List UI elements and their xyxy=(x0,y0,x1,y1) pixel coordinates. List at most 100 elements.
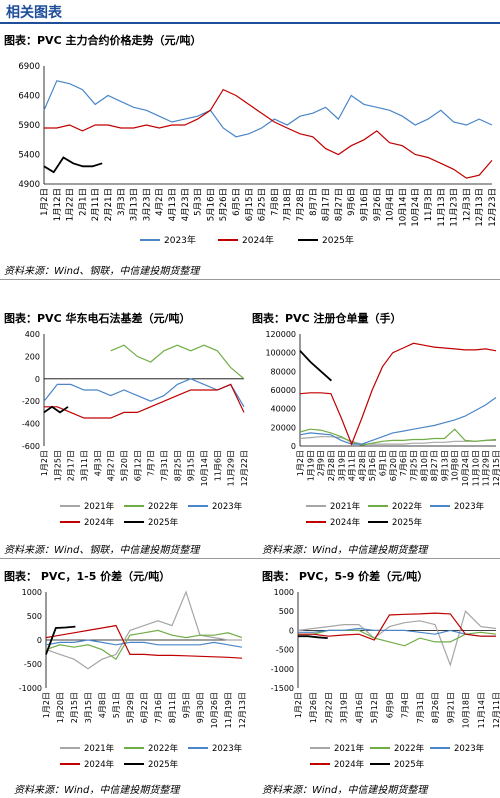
y-tick-label: 400 xyxy=(25,330,40,339)
x-tick-label: 5月16日 xyxy=(368,450,377,481)
legend-label: 2023年 xyxy=(454,743,485,754)
legend-label: 2023年 xyxy=(164,234,196,246)
chart1-source: 资料来源：Wind、钢联，中信建投期货整理 xyxy=(4,266,200,277)
x-tick-label: 2月28日 xyxy=(327,450,336,481)
y-tick-label: 40000 xyxy=(271,405,296,414)
x-tick-label: 1月2日 xyxy=(294,692,303,718)
y-tick-label: 1000 xyxy=(274,588,294,597)
legend-label: 2024年 xyxy=(84,759,115,770)
x-tick-label: 7月4日 xyxy=(401,692,410,718)
x-tick-label: 8月11日 xyxy=(168,692,177,723)
x-tick-label: 10月26日 xyxy=(210,692,219,728)
x-tick-label: 7月31日 xyxy=(416,692,425,723)
series-line-2021年 xyxy=(299,436,496,445)
x-tick-label: 11月6日 xyxy=(213,450,222,481)
series-line-2023年 xyxy=(299,397,497,445)
series-line-2021年 xyxy=(297,610,497,667)
x-tick-label: 3月19日 xyxy=(337,450,346,481)
x-tick-label: 12月13日 xyxy=(475,188,485,227)
y-tick-label: -200 xyxy=(22,397,40,406)
x-tick-label: 7月18日 xyxy=(283,188,293,221)
legend-label: 2025年 xyxy=(394,759,425,770)
x-tick-label: 8月26日 xyxy=(431,692,440,723)
series-line-2022年 xyxy=(298,629,497,647)
y-tick-label: 0 xyxy=(37,636,42,645)
x-tick-label: 9月6日 xyxy=(347,188,357,216)
series-line-2023年 xyxy=(43,378,245,408)
y-tick-label: 1000 xyxy=(22,588,42,597)
y-tick-label: 500 xyxy=(279,607,294,616)
x-tick-label: 4月8日 xyxy=(98,692,107,718)
x-tick-label: 7月31日 xyxy=(160,450,169,481)
x-tick-label: 3月15日 xyxy=(84,692,93,723)
x-tick-label: 9月21日 xyxy=(446,692,455,723)
x-tick-label: 5月29日 xyxy=(126,692,135,723)
chart3-source: 资料来源：Wind，中信建投期货整理 xyxy=(262,545,428,556)
chart4-source: 资料来源：Wind，中信建投期货整理 xyxy=(14,785,180,796)
x-tick-label: 4月27日 xyxy=(107,450,116,481)
x-tick-label: 6月20日 xyxy=(389,450,398,481)
y-tick-label: 6400 xyxy=(18,92,40,102)
x-tick-label: 6月1日 xyxy=(379,450,388,476)
x-tick-label: 5月26日 xyxy=(219,188,229,221)
series-line-2025年 xyxy=(43,405,69,414)
y-tick-label: 0 xyxy=(35,375,40,384)
x-tick-label: 7月8日 xyxy=(270,188,280,216)
y-tick-label: -1500 xyxy=(271,684,294,693)
legend-label: 2022年 xyxy=(394,743,425,754)
x-tick-label: 11月14日 xyxy=(477,692,486,728)
legend-label: 2021年 xyxy=(84,743,115,754)
x-tick-label: 8月27日 xyxy=(430,450,439,481)
x-tick-label: 2月11日 xyxy=(91,188,101,221)
x-tick-label: 1月2日 xyxy=(42,692,51,718)
series-line-2024年 xyxy=(298,612,496,641)
x-tick-label: 10月14日 xyxy=(398,188,408,227)
y-tick-label: 500 xyxy=(27,612,42,621)
y-tick-label: 0 xyxy=(289,626,294,635)
y-tick-label: 60000 xyxy=(271,386,296,395)
x-tick-label: 6月12日 xyxy=(133,450,142,481)
x-tick-label: 1月2日 xyxy=(40,188,50,216)
x-tick-label: 3月11日 xyxy=(80,450,89,481)
x-tick-label: 6月5日 xyxy=(232,188,242,216)
y-tick-label: 100000 xyxy=(265,349,296,358)
series-line-2024年 xyxy=(44,383,245,419)
x-tick-label: 8月25日 xyxy=(173,450,182,481)
chart2-basis: -600 -400 -200 0 200 400 1月2日 1月25日 2月17日 3月11日 4月… xyxy=(22,330,248,528)
x-tick-label: 5月1日 xyxy=(112,692,121,718)
x-tick-label: 11月3日 xyxy=(424,188,434,221)
legend-label: 2021年 xyxy=(330,501,361,512)
x-tick-label: 3月19日 xyxy=(340,692,349,723)
x-tick-label: 10月14日 xyxy=(200,450,209,486)
x-tick-label: 5月12日 xyxy=(370,692,379,723)
chart3-warehouse-receipts: 0 20000 40000 60000 80000 100000 120000 1月2日 1月1… xyxy=(265,330,500,528)
x-tick-label: 4月2日 xyxy=(155,188,165,216)
x-tick-label: 3月3日 xyxy=(117,188,127,216)
chart4-title: 图表： PVC，1-5 价差（元/吨） xyxy=(4,570,171,583)
series-line-2022年 xyxy=(110,344,245,380)
legend-label: 2021年 xyxy=(84,501,115,512)
x-tick-label: 4月28日 xyxy=(358,450,367,481)
x-tick-label: 6月15日 xyxy=(245,188,255,221)
series-line-2025年 xyxy=(43,156,103,174)
x-tick-label: 4月13日 xyxy=(168,188,178,221)
legend-label: 2021年 xyxy=(334,743,365,754)
y-tick-label: 6900 xyxy=(18,62,40,72)
series-line-2023年 xyxy=(298,627,496,637)
x-tick-label: 10月24日 xyxy=(461,450,470,486)
x-tick-label: 9月13日 xyxy=(440,450,449,481)
x-tick-label: 4月3日 xyxy=(93,450,102,476)
legend-label: 2024年 xyxy=(330,517,361,528)
x-tick-label: 11月13日 xyxy=(437,188,447,227)
x-tick-label: 4月16日 xyxy=(355,692,364,723)
x-tick-label: 12月23日 xyxy=(488,188,498,227)
x-tick-label: 8月17日 xyxy=(322,188,332,221)
series-line-2023年 xyxy=(45,639,243,648)
y-tick-label: 200 xyxy=(25,352,40,361)
y-tick-label: -500 xyxy=(276,646,294,655)
y-tick-label: -1000 xyxy=(19,684,42,693)
x-tick-label: 3月13日 xyxy=(130,188,140,221)
separator xyxy=(0,279,500,280)
x-tick-label: 5月20日 xyxy=(120,450,129,481)
x-tick-label: 2月21日 xyxy=(104,188,114,221)
